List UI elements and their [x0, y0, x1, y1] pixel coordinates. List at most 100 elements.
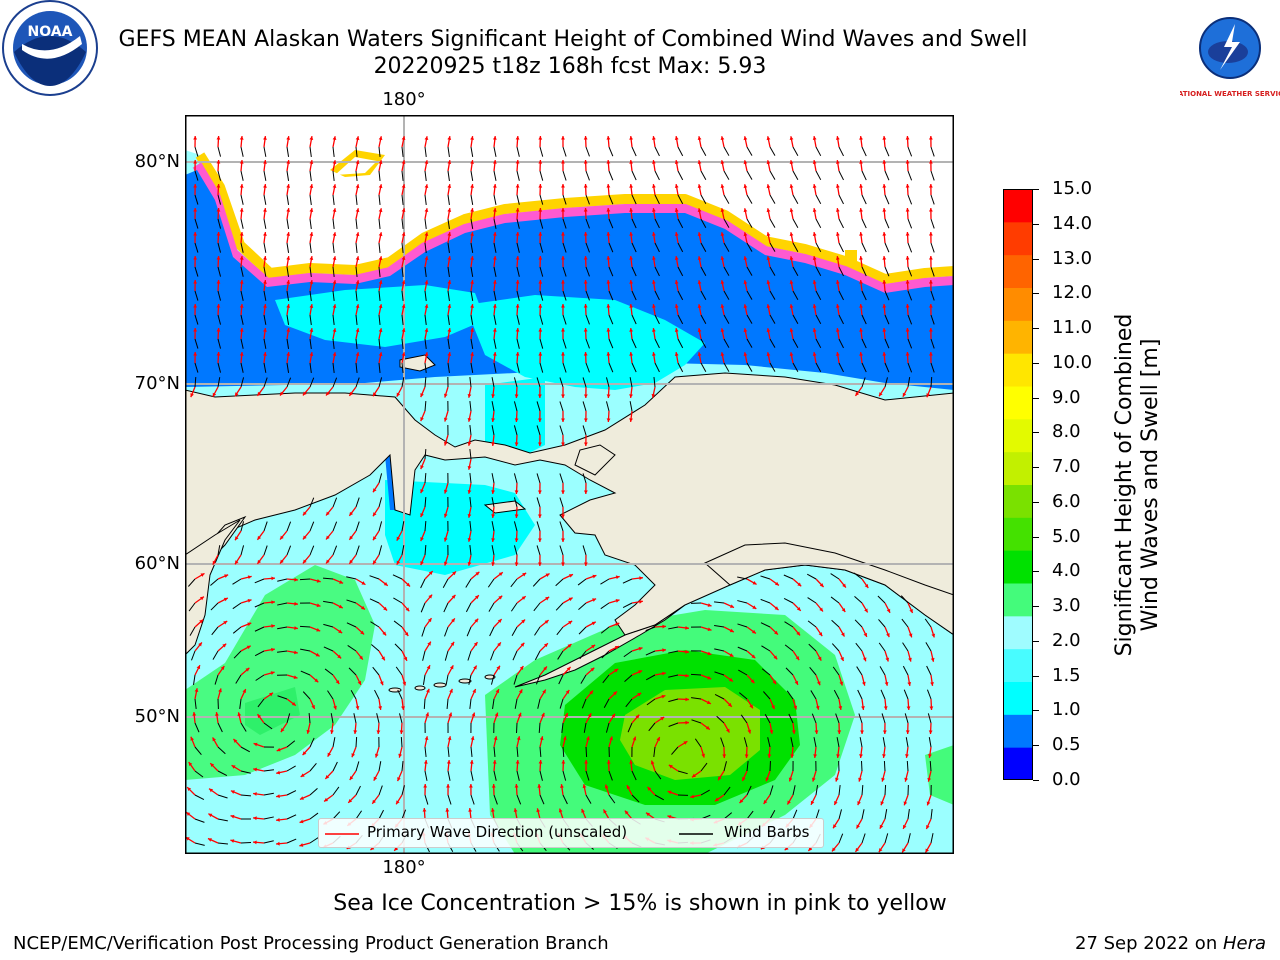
wave-arrow-head	[514, 490, 519, 494]
wind-barb	[930, 809, 933, 820]
wind-barb	[535, 674, 541, 685]
wind-barb	[309, 812, 319, 820]
wave-arrow-head	[424, 280, 429, 285]
wind-barb	[378, 194, 381, 205]
wave-arrow-head	[629, 280, 634, 284]
wave-arrow-head	[646, 812, 650, 817]
wave-arrow-head	[583, 490, 588, 494]
wind-barb	[309, 314, 312, 325]
wind-barb	[513, 674, 518, 685]
wind-barb	[585, 146, 590, 157]
wind-barb	[562, 170, 567, 181]
wave-arrow-head	[207, 838, 212, 842]
wave-arrow-head	[349, 559, 354, 564]
wind-barb	[536, 473, 541, 484]
wave-arrow-head	[606, 418, 611, 422]
wave-arrow-head	[286, 256, 291, 260]
wave-arrow-head	[545, 596, 550, 601]
wind-barb	[737, 646, 748, 652]
wind-barb	[608, 218, 614, 229]
wave-arrow-head	[378, 328, 383, 333]
footer-date: 27 Sep 2022 on Hera	[1075, 933, 1266, 954]
wind-barb	[884, 146, 890, 157]
wave-arrow-head	[812, 232, 817, 236]
wind-barb	[907, 242, 913, 253]
wind-barb	[746, 362, 753, 372]
colorbar-tick-mark	[1033, 189, 1039, 190]
wind-barb	[907, 314, 913, 325]
wind-barb	[323, 646, 334, 652]
colorbar-title-line2: Wind Waves and Swell [m]	[1138, 338, 1163, 632]
wave-arrow-head	[812, 304, 817, 308]
wave-arrow-head	[452, 571, 456, 576]
wind-barb	[792, 290, 799, 300]
wind-barb	[884, 194, 890, 205]
wind-barb	[490, 674, 495, 685]
colorbar-frame	[1003, 189, 1033, 780]
map-subtitle: 20220925 t18z 168h fcst Max: 5.93	[373, 54, 767, 79]
wave-arrow-head	[744, 754, 749, 758]
wave-arrow-head	[396, 392, 401, 397]
wind-barb	[350, 690, 357, 700]
wave-arrow-head	[538, 256, 543, 260]
wave-arrow-head	[606, 760, 611, 764]
wave-arrow-head	[814, 730, 819, 734]
wind-barb	[470, 362, 474, 373]
sea-ice-note: Sea Ice Concentration > 15% is shown in …	[333, 891, 947, 916]
colorbar-segment	[1003, 418, 1033, 453]
wave-arrow-head	[766, 280, 771, 285]
wind-barb	[263, 722, 273, 730]
wind-barb	[539, 290, 544, 301]
wind-barb	[233, 650, 242, 659]
wave-arrow-head	[626, 785, 631, 790]
wind-barb	[608, 314, 614, 325]
wind-barb	[838, 242, 844, 253]
wave-arrow-head	[728, 677, 733, 682]
wind-barb	[424, 496, 427, 508]
wave-arrow-head	[522, 572, 527, 577]
wave-arrow-head	[561, 514, 565, 518]
wind-barb	[631, 170, 637, 181]
wind-barb	[378, 473, 383, 484]
colorbar-tick-label: 14.0	[1052, 212, 1093, 234]
wind-barb	[539, 218, 544, 229]
wave-arrow-head	[294, 577, 298, 582]
wind-barb	[348, 667, 357, 676]
wind-barb	[807, 620, 817, 628]
wave-arrow-head	[339, 580, 344, 584]
wind-barb	[581, 698, 587, 709]
wind-barb	[585, 770, 590, 781]
wave-arrow-head	[789, 136, 794, 141]
wave-arrow-head	[355, 352, 360, 357]
wind-barb	[631, 266, 637, 277]
wind-barb	[378, 242, 381, 253]
wind-barb	[815, 218, 822, 229]
wave-arrow-head	[538, 304, 543, 308]
wave-arrow-head	[424, 304, 429, 309]
wind-barb	[447, 338, 450, 349]
wave-arrow-head	[355, 280, 360, 285]
wave-arrow-head	[326, 535, 330, 540]
wave-arrow-head	[239, 160, 244, 164]
wave-arrow-head	[538, 208, 543, 212]
wave-arrow-head	[629, 328, 634, 332]
wave-arrow-head	[513, 808, 518, 813]
wave-arrow-head	[270, 671, 275, 675]
wind-barb	[513, 473, 518, 484]
wave-arrow-head	[927, 777, 932, 782]
wind-barb	[539, 314, 544, 325]
wind-barb	[355, 377, 360, 388]
wave-arrow-head	[541, 712, 545, 717]
wind-barb	[746, 170, 753, 180]
wind-barb	[277, 650, 288, 653]
wave-arrow-head	[562, 736, 567, 741]
wave-arrow-head	[192, 712, 197, 716]
wave-arrow-head	[450, 641, 455, 646]
wave-arrow-head	[720, 232, 725, 237]
wave-arrow-head	[905, 160, 910, 164]
wave-arrow-head	[905, 304, 910, 308]
wave-arrow-head	[674, 232, 679, 236]
wind-barb	[309, 521, 315, 532]
wind-barb	[401, 314, 404, 325]
wind-barb	[493, 266, 497, 277]
